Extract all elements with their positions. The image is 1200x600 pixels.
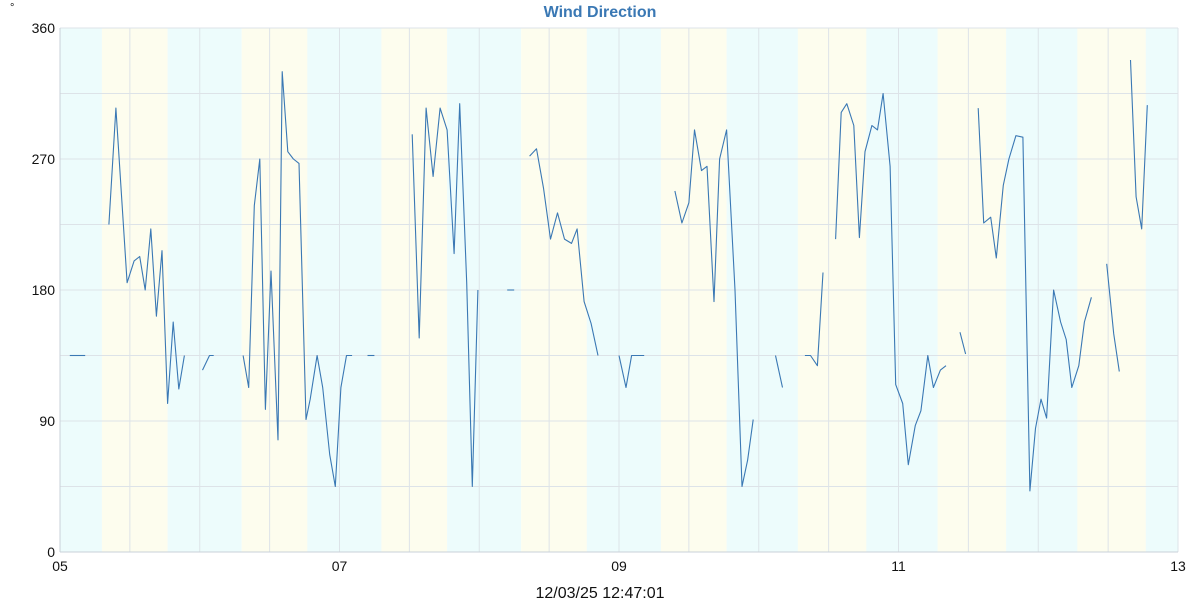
series-line-segment — [774, 355, 784, 388]
y-tick-label: 0 — [47, 544, 55, 560]
series-line-segment — [1106, 263, 1120, 372]
y-tick-label: 180 — [32, 282, 56, 298]
series-line-segment — [977, 108, 1092, 492]
series-line-segment — [411, 103, 479, 488]
axes: 0 90 180 270 360 05 07 09 11 13 — [32, 20, 1186, 574]
series-line-segment — [242, 71, 353, 488]
y-tick-label: 90 — [39, 413, 55, 429]
y-axis-unit: ° — [10, 2, 14, 14]
y-tick-label: 270 — [32, 151, 56, 167]
series-line-segment — [959, 332, 967, 355]
series-line-segment — [202, 354, 214, 371]
wind-direction-series — [69, 59, 1148, 492]
chart-title: Wind Direction — [544, 4, 657, 21]
series-line-segment — [804, 272, 824, 367]
series-line-segment — [1129, 59, 1148, 230]
series-line-segment — [529, 148, 599, 356]
y-tick-label: 360 — [32, 20, 56, 36]
x-tick-label: 09 — [611, 558, 627, 574]
x-tick-label: 05 — [52, 558, 68, 574]
series-line-segment — [108, 107, 185, 405]
series-line-segment — [618, 354, 645, 389]
timestamp-label: 12/03/25 12:47:01 — [535, 585, 664, 600]
x-tick-label: 07 — [332, 558, 348, 574]
series-line-segment — [835, 92, 947, 466]
x-tick-label: 11 — [891, 558, 906, 574]
x-tick-label: 13 — [1170, 558, 1186, 574]
series-line-segment — [674, 129, 754, 488]
